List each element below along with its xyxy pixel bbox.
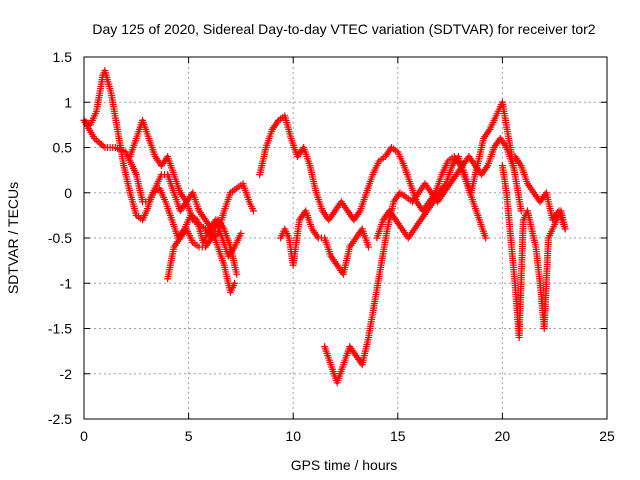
- x-tick-label: 0: [80, 428, 88, 444]
- data-point: [517, 207, 525, 215]
- x-tick-label: 10: [285, 428, 301, 444]
- y-tick-label: 0: [64, 185, 72, 201]
- x-tick-label: 5: [185, 428, 193, 444]
- data-point: [231, 279, 239, 287]
- y-tick-label: -2.5: [48, 411, 72, 427]
- y-tick-label: -1: [60, 275, 73, 291]
- data-point: [482, 234, 490, 242]
- x-tick-label: 25: [599, 428, 615, 444]
- data-point: [237, 229, 245, 237]
- y-tick-label: -0.5: [48, 230, 72, 246]
- x-tick-label: 15: [390, 428, 406, 444]
- data-point: [561, 225, 569, 233]
- chart-title: Day 125 of 2020, Sidereal Day-to-day VTE…: [92, 21, 595, 37]
- x-tick-label: 20: [495, 428, 511, 444]
- y-tick-label: -2: [60, 366, 73, 382]
- y-tick-label: 1.5: [53, 49, 73, 65]
- y-axis-label: SDTVAR / TECUs: [5, 182, 21, 294]
- axis-ticks: 0 5 10 15 20 25 -2.5 -2 -1.5 -1 -0.5 0 0.5 1 1.5: [48, 49, 615, 444]
- x-axis-label: GPS time / hours: [291, 457, 398, 473]
- y-tick-label: -1.5: [48, 321, 72, 337]
- y-tick-label: 0.5: [53, 140, 73, 156]
- data-point: [249, 207, 257, 215]
- data-point: [365, 243, 373, 251]
- y-tick-label: 1: [64, 94, 72, 110]
- data-points: [80, 67, 569, 387]
- data-point: [233, 270, 241, 278]
